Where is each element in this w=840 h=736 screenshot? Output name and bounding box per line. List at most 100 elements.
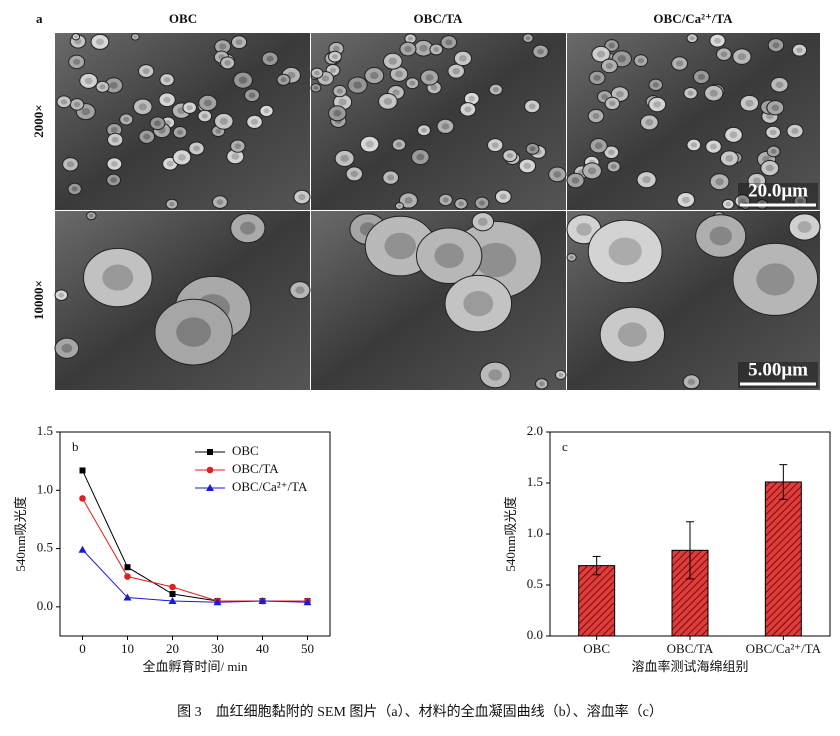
cell-center (725, 155, 734, 162)
cell-center (617, 322, 647, 347)
cell-center (608, 149, 615, 156)
cell-center (404, 197, 413, 204)
cell-center (637, 58, 644, 64)
cell-center (772, 42, 780, 49)
cell-center (383, 97, 393, 105)
cell-center (478, 217, 488, 226)
cell-center (416, 153, 425, 161)
legend-marker (207, 449, 213, 455)
cell-center (642, 176, 651, 184)
cell-center (109, 82, 118, 89)
x-axis-label: 全血孵育时间/ min (142, 659, 248, 674)
cell-center (506, 152, 514, 159)
cell-center (558, 372, 564, 377)
cell-center (576, 222, 592, 236)
cell-center (336, 88, 343, 94)
cell-center (464, 106, 472, 113)
cell-center (110, 177, 117, 183)
cell-center (193, 145, 200, 152)
cell-center (553, 171, 562, 178)
bar (764, 481, 802, 637)
cell-center (797, 221, 812, 233)
y-tick-label: 0.5 (37, 540, 53, 555)
cell-center (445, 39, 453, 46)
cell-center (796, 47, 803, 53)
cell-center (133, 35, 138, 39)
cell-center (58, 292, 65, 298)
cell-center (388, 57, 398, 65)
cell-center (676, 60, 684, 67)
cell-center (234, 143, 242, 149)
x-tick-label: 10 (121, 641, 134, 656)
cell-center (84, 77, 93, 85)
cell-center (709, 226, 732, 246)
cell-center (592, 113, 600, 120)
scale-bar-label: 5.00μm (748, 359, 808, 380)
legend-label: OBC/Ca²⁺/TA (232, 479, 308, 494)
cell-center (653, 101, 662, 108)
y-tick-label: 2.0 (527, 423, 543, 438)
marker (303, 598, 312, 606)
cell-center (166, 160, 174, 167)
sem-panel: a OBC OBC/TA OBC/Ca²⁺/TA 2000× 10000× (31, 11, 821, 390)
x-axis-label: 溶血率测试海绵组别 (631, 659, 748, 674)
cell-center (523, 162, 532, 170)
cell-center (169, 201, 175, 207)
marker (79, 495, 86, 502)
cell-center (459, 55, 467, 62)
cell-center (295, 286, 305, 294)
cell-center (528, 103, 536, 110)
y-tick-label: 1.0 (527, 525, 543, 540)
cell-center (186, 105, 193, 111)
cell-center (491, 142, 499, 149)
marker (169, 591, 176, 598)
x-tick-label: OBC/TA (667, 641, 714, 656)
cell-center (263, 108, 270, 114)
marker (124, 573, 131, 580)
y-tick-label: 0.0 (37, 598, 53, 613)
cell-center (442, 197, 449, 203)
cell-center (338, 98, 347, 106)
cell-center (266, 55, 274, 62)
marker (124, 564, 131, 571)
cell-center (433, 47, 440, 52)
cell-center (110, 126, 118, 133)
cell-center (571, 177, 580, 184)
cell-center (111, 136, 119, 143)
cell-center (687, 90, 694, 96)
legend-marker (206, 484, 214, 491)
x-tick-label: 40 (256, 641, 269, 656)
cell-center (395, 142, 403, 148)
scale-bar-label: 20.0μm (748, 180, 808, 201)
cell-center (720, 51, 728, 58)
cell-center (756, 263, 795, 296)
x-tick-label: OBC (583, 641, 610, 656)
sem-image (311, 33, 566, 210)
y-tick-label: 0.5 (527, 576, 543, 591)
cell-center (463, 290, 494, 317)
cell-center (329, 67, 337, 73)
marker (79, 467, 86, 474)
cell-center (404, 45, 412, 53)
cell-center (791, 128, 799, 135)
y-tick-label: 1.5 (37, 423, 53, 438)
cell-center (353, 81, 362, 89)
cell-center (771, 104, 780, 111)
cell-center (765, 164, 774, 172)
panel-label: b (72, 439, 79, 454)
cell-center (709, 89, 718, 97)
cell-center (409, 80, 416, 86)
cell-center (163, 96, 171, 103)
marker (123, 593, 132, 601)
cell-center (74, 35, 78, 39)
cell-center (370, 71, 379, 80)
panel-label: c (562, 439, 568, 454)
cell-center (333, 45, 340, 52)
cell-center (478, 200, 486, 206)
cell-center (609, 100, 616, 107)
cell-center (499, 193, 507, 200)
cell-center (71, 186, 78, 192)
cell-center (605, 62, 614, 69)
cell-center (321, 75, 330, 82)
